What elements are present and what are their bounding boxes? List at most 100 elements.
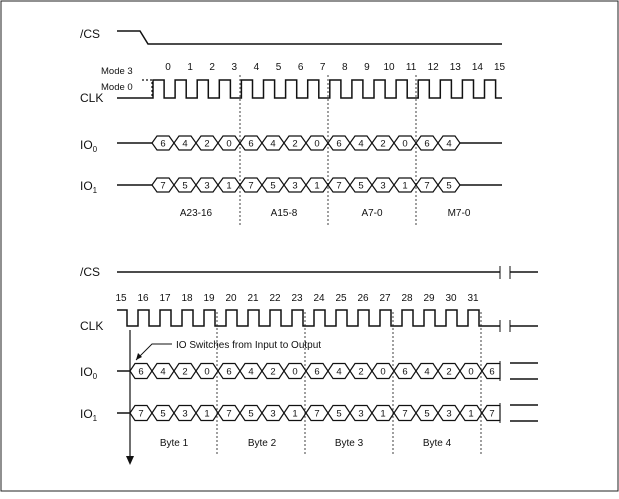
- top-clock-number: 8: [342, 62, 348, 73]
- bottom-clock-number: 20: [225, 293, 237, 304]
- top-io1-bus-value: 3: [204, 181, 209, 192]
- bottom-bus-continuation: [510, 362, 538, 422]
- top-io1-label: IO1: [80, 179, 98, 195]
- top-io0-bus-value: 2: [380, 139, 385, 150]
- top-clk-label: CLK: [80, 91, 103, 105]
- top-io0-bus-value: 0: [402, 139, 407, 150]
- top-group-label-address-low: A7-0: [361, 208, 383, 219]
- bottom-group-label-byte-1: Byte 1: [160, 438, 189, 449]
- bottom-clk-waveform: [117, 309, 500, 327]
- bottom-clock-number: 23: [291, 293, 303, 304]
- top-io1-bus-value: 5: [446, 181, 451, 192]
- io-switch-annotation-text: IO Switches from Input to Output: [176, 340, 321, 351]
- top-io1-data-bus: 7 5 3 1 7 5 3 1 7 5 3 1 7 5: [117, 177, 502, 193]
- bottom-clock-number: 28: [401, 293, 413, 304]
- top-io0-bus-value: 2: [204, 139, 209, 150]
- bottom-clock-number: 22: [269, 293, 281, 304]
- bottom-clock-number: 16: [137, 293, 149, 304]
- bottom-clock-number: 17: [159, 293, 171, 304]
- top-io0-bus-value: 4: [358, 139, 363, 150]
- bottom-io1-bus-value: 3: [358, 409, 363, 420]
- bottom-timing-section: /CS 15 16 17 18 19 20 21 22 23 24 25 26 27 28 29 30 31 C…: [80, 265, 538, 465]
- bottom-io1-bus-value: 5: [336, 409, 341, 420]
- top-clock-number: 4: [254, 62, 260, 73]
- top-io0-bus-value: 0: [314, 139, 319, 150]
- io-switch-annotation-arrowhead: [136, 353, 142, 360]
- bottom-io0-bus-value: 4: [336, 367, 341, 378]
- top-clock-number: 14: [472, 62, 484, 73]
- top-clock-number: 7: [320, 62, 326, 73]
- top-clock-number: 11: [406, 62, 417, 73]
- bottom-io1-bus-value: 1: [468, 409, 473, 420]
- top-group-label-mode: M7-0: [448, 208, 471, 219]
- bottom-io0-label: IO0: [80, 365, 98, 381]
- top-io1-bus-value: 5: [182, 181, 187, 192]
- top-cs-label: /CS: [80, 27, 100, 41]
- bottom-io1-bus-value: 1: [292, 409, 297, 420]
- bottom-clock-number: 27: [379, 293, 391, 304]
- top-io1-bus-value: 5: [358, 181, 363, 192]
- bottom-io1-bus-value: 3: [270, 409, 275, 420]
- top-io0-data-bus: 6 4 2 0 6 4 2 0 6 4 2 0 6 4: [117, 135, 502, 151]
- bottom-clock-number: 15: [115, 293, 127, 304]
- top-io0-bus-value: 6: [248, 139, 253, 150]
- bottom-clock-number: 29: [423, 293, 435, 304]
- top-io1-bus-value: 7: [248, 181, 253, 192]
- bottom-clock-number: 30: [445, 293, 457, 304]
- top-io1-bus-value: 1: [226, 181, 231, 192]
- top-io1-bus-value: 7: [424, 181, 429, 192]
- top-clock-number: 6: [298, 62, 304, 73]
- bottom-io0-bus-value: 6: [402, 367, 407, 378]
- bottom-io1-bus-value: 7: [489, 409, 494, 420]
- bottom-io1-bus-value: 1: [204, 409, 209, 420]
- bottom-clock-cycle-numbers: 15 16 17 18 19 20 21 22 23 24 25 26 27 28 29 30 31: [115, 293, 479, 304]
- bottom-io0-bus-value: 2: [358, 367, 363, 378]
- bottom-clock-number: 25: [335, 293, 347, 304]
- top-io0-bus-value: 6: [424, 139, 429, 150]
- bottom-io1-bus-value: 3: [182, 409, 187, 420]
- top-io1-bus-value: 5: [270, 181, 275, 192]
- top-group-label-address-mid: A15-8: [271, 208, 298, 219]
- top-clock-number: 15: [494, 62, 506, 73]
- top-timing-section: /CS Mode 3 Mode 0 CLK 0 1 2 3 4 5 6 7 8 9 10 11 12 13…: [80, 27, 505, 226]
- bottom-io0-bus-value: 2: [270, 367, 275, 378]
- top-io0-bus-value: 6: [336, 139, 341, 150]
- bottom-io1-bus-value: 3: [446, 409, 451, 420]
- top-clock-number: 0: [165, 62, 171, 73]
- bottom-group-label-byte-3: Byte 3: [335, 438, 364, 449]
- bottom-io1-label: IO1: [80, 407, 98, 423]
- bottom-io0-bus-value: 4: [248, 367, 253, 378]
- top-io1-bus-value: 1: [314, 181, 319, 192]
- top-io0-bus-value: 6: [160, 139, 165, 150]
- top-io1-bus-value: 7: [336, 181, 341, 192]
- top-io0-bus-value: 2: [292, 139, 297, 150]
- top-io1-bus-value: 3: [292, 181, 297, 192]
- top-io0-bus-value: 4: [182, 139, 187, 150]
- top-mode3-label: Mode 3: [101, 66, 133, 77]
- bottom-io0-bus-value: 6: [226, 367, 231, 378]
- top-io1-bus-value: 7: [160, 181, 165, 192]
- bottom-io0-bus-value: 4: [424, 367, 429, 378]
- bottom-io0-bus-value: 0: [204, 367, 209, 378]
- bottom-cs-label: /CS: [80, 265, 100, 279]
- bottom-io1-bus-value: 5: [424, 409, 429, 420]
- bottom-io0-bus-value: 6: [489, 367, 494, 378]
- top-clock-number: 10: [383, 62, 395, 73]
- top-clock-number: 9: [364, 62, 370, 73]
- bottom-io1-data-bus: 7 5 3 1 7 5 3 1 7 5 3 1 7 5 3 1 7: [117, 403, 501, 423]
- bottom-io1-bus-value: 7: [138, 409, 143, 420]
- bottom-io0-bus-value: 0: [380, 367, 385, 378]
- bottom-io0-bus-value: 2: [182, 367, 187, 378]
- top-clock-number: 5: [276, 62, 282, 73]
- bottom-io0-data-bus: 6 4 2 0 6 4 2 0 6 4 2 0 6 4 2 0 6: [117, 361, 501, 381]
- bottom-io1-bus-value: 5: [160, 409, 165, 420]
- bottom-io1-bus-value: 7: [314, 409, 319, 420]
- bottom-clock-number: 26: [357, 293, 369, 304]
- top-mode3-dotted-idle: [142, 79, 153, 98]
- bottom-io0-bus-value: 6: [138, 367, 143, 378]
- top-mode0-label: Mode 0: [101, 82, 133, 93]
- bottom-io0-bus-value: 6: [314, 367, 319, 378]
- top-clock-number: 12: [428, 62, 440, 73]
- io-switch-annotation-leader: [135, 343, 172, 361]
